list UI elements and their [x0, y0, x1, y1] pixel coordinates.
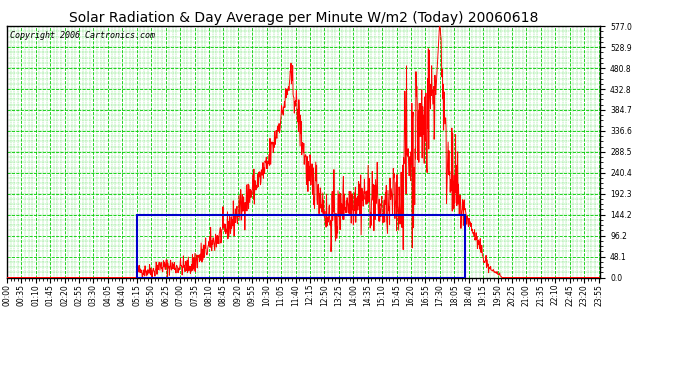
Text: Copyright 2006 Cartronics.com: Copyright 2006 Cartronics.com: [10, 31, 155, 40]
Title: Solar Radiation & Day Average per Minute W/m2 (Today) 20060618: Solar Radiation & Day Average per Minute…: [69, 11, 538, 25]
Bar: [137, 215, 464, 278]
